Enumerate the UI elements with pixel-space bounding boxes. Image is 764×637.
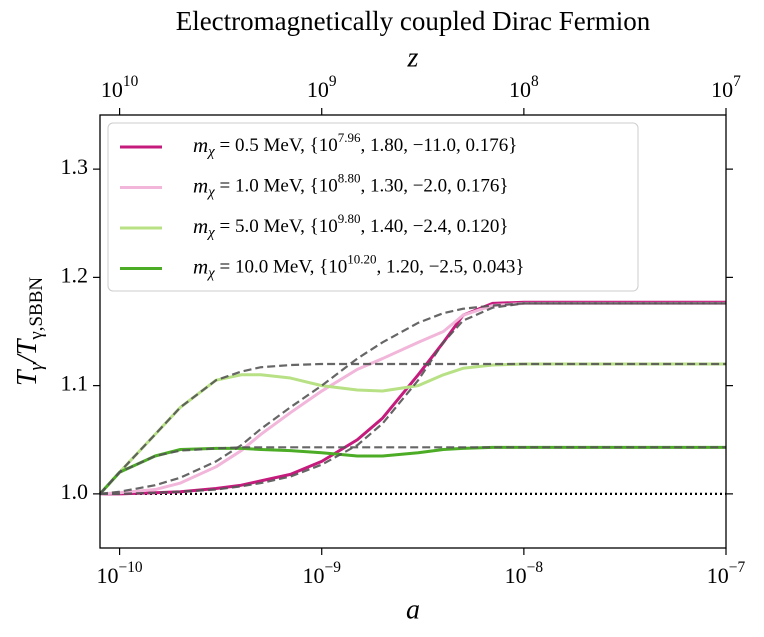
x2-tick-label: 1010	[101, 73, 139, 102]
legend-box	[107, 122, 639, 292]
legend-label: mχ = 5.0 MeV, {109.80, 1.40, −2.4, 0.120…	[193, 211, 509, 241]
x-tick-label: 10−9	[303, 559, 342, 588]
x2-tick-label: 108	[509, 73, 539, 102]
legend-label: mχ = 10.0 MeV, {1010.20, 1.20, −2.5, 0.0…	[193, 251, 525, 281]
legend-label: mχ = 1.0 MeV, {108.80, 1.30, −2.0, 0.176…	[193, 170, 509, 200]
y-tick-label: 1.3	[61, 154, 89, 179]
x-tick-label: 10−8	[505, 559, 544, 588]
x-tick-label: 10−10	[97, 559, 143, 588]
legend-label: mχ = 0.5 MeV, {107.96, 1.80, −11.0, 0.17…	[193, 130, 517, 160]
plot-frame	[99, 114, 727, 549]
chart-title: Electromagnetically coupled Dirac Fermio…	[176, 6, 651, 36]
x-tick-label: 10−7	[707, 559, 746, 588]
y-tick-label: 1.2	[61, 262, 89, 287]
x2-axis-label: z	[407, 42, 419, 73]
y-tick-label: 1.1	[61, 371, 89, 396]
y-tick-label: 1.0	[61, 479, 89, 504]
x2-tick-label: 109	[307, 73, 337, 102]
y-axis-label: Tγ/Tγ,SBBN	[12, 277, 47, 386]
x-axis-label: a	[406, 594, 420, 625]
data-line	[98, 362, 726, 495]
x2-tick-label: 107	[711, 73, 741, 102]
fit-line	[99, 302, 726, 495]
fit-line	[99, 362, 726, 495]
fit-line	[99, 446, 726, 495]
